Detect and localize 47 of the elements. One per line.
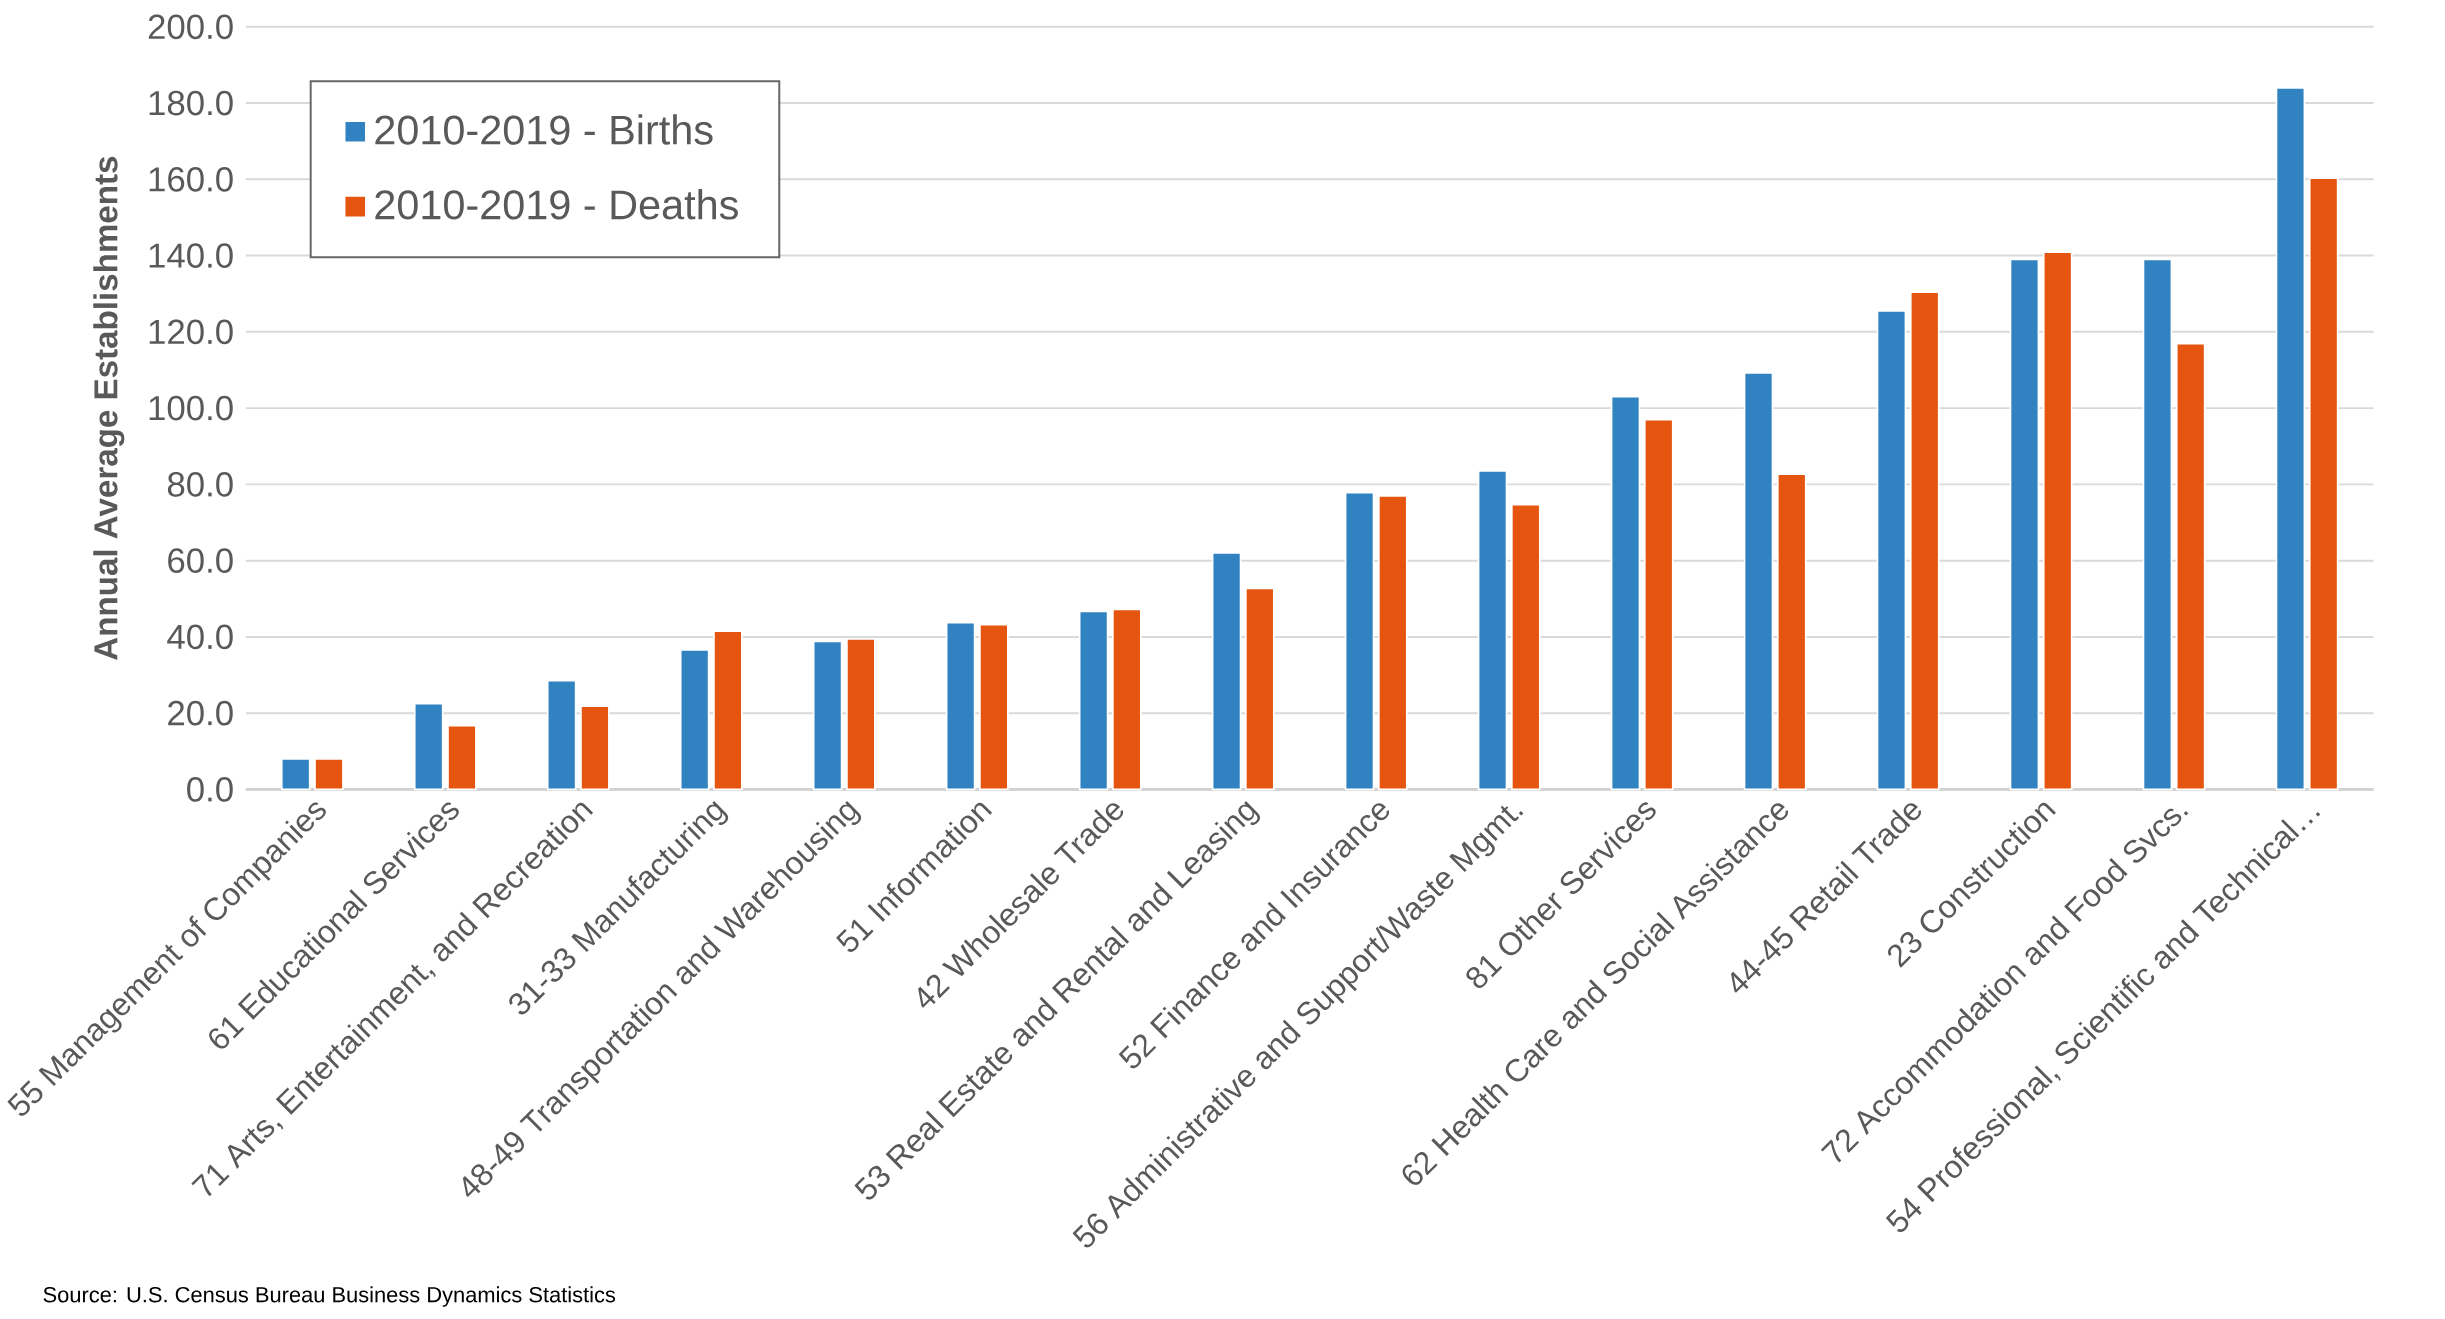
- y-tick-label: 100.0: [149, 395, 233, 421]
- bar: [314, 757, 344, 791]
- bar: [846, 637, 876, 791]
- bar: [1643, 418, 1674, 791]
- bar: [546, 679, 577, 791]
- y-tick-label: 40.0: [167, 624, 233, 650]
- legend-label: 2010-2019 - Births: [375, 114, 713, 145]
- bar: [2042, 251, 2073, 791]
- bar: [1112, 608, 1142, 791]
- y-tick-label: 0.0: [187, 776, 233, 802]
- y-tick-label: 120.0: [149, 319, 233, 345]
- y-tick-label: 180.0: [149, 90, 233, 116]
- bar: [2009, 258, 2040, 791]
- source-note: Source: U.S. Census Bureau Business Dynamics Statistics: [43, 1286, 616, 1307]
- y-tick-label: 140.0: [149, 243, 233, 268]
- bar: [1245, 587, 1275, 791]
- y-tick-label: 160.0: [149, 166, 233, 192]
- bar: [1344, 491, 1375, 791]
- bar: [1876, 309, 1907, 791]
- y-tick-label: 200.0: [148, 14, 233, 39]
- bar: [979, 623, 1009, 791]
- bar: [1211, 552, 1242, 791]
- bar: [1743, 372, 1774, 791]
- bar: [945, 621, 976, 791]
- bar: [1610, 395, 1641, 791]
- bar: [2142, 258, 2173, 791]
- bar: [713, 630, 743, 791]
- y-tick-label: 20.0: [168, 700, 233, 726]
- bar: [1378, 494, 1408, 791]
- bar: [1909, 291, 1940, 791]
- bar: [1510, 503, 1541, 791]
- bar: [447, 724, 477, 791]
- bar: [2275, 86, 2306, 791]
- bar: [280, 757, 311, 791]
- bar: [679, 648, 710, 791]
- bar: [413, 702, 444, 791]
- bar: [2175, 342, 2206, 791]
- bar: [580, 705, 610, 791]
- y-axis-title: Annual Average Establishments: [93, 156, 125, 660]
- y-tick-label: 80.0: [167, 471, 233, 497]
- legend-label: 2010-2019 - Deaths: [375, 188, 738, 220]
- bar: [1477, 470, 1508, 791]
- bar: [1078, 610, 1109, 791]
- bar: [1776, 473, 1807, 791]
- bar: [2308, 177, 2339, 791]
- y-tick-label: 60.0: [168, 548, 233, 573]
- bar: [812, 640, 843, 791]
